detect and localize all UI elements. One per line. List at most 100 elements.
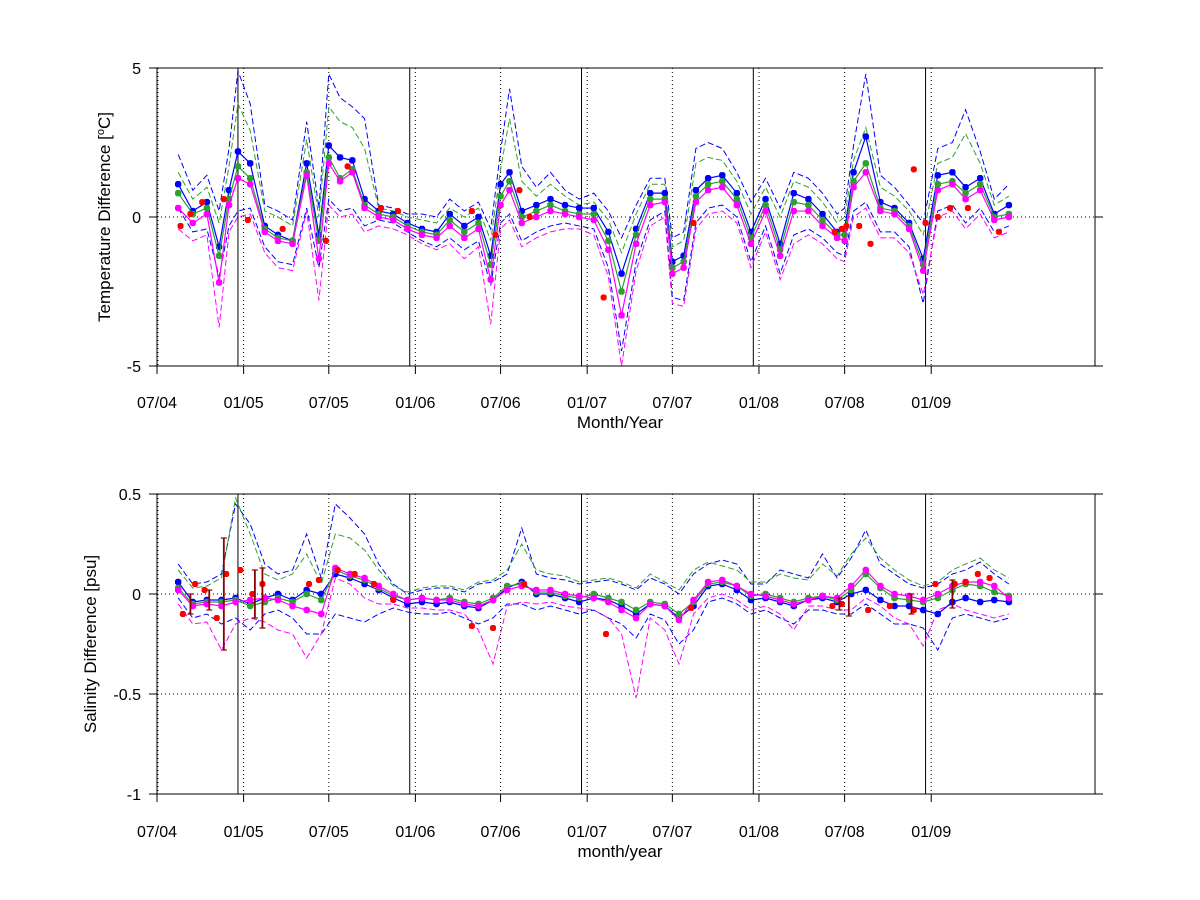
data-point-green bbox=[680, 258, 687, 265]
data-point-blue bbox=[877, 198, 884, 206]
data-point-red bbox=[394, 207, 402, 215]
data-point-magenta bbox=[303, 172, 310, 179]
data-point-magenta bbox=[618, 312, 625, 319]
data-point-magenta bbox=[646, 201, 654, 209]
data-point-blue bbox=[747, 228, 755, 236]
x-tick-label: 07/07 bbox=[652, 395, 692, 412]
data-point-red bbox=[187, 210, 194, 218]
data-point-blue bbox=[332, 570, 339, 578]
data-point-blue bbox=[862, 586, 870, 594]
x-tick-label: 07/08 bbox=[825, 824, 865, 841]
data-point-blue bbox=[234, 148, 242, 155]
data-point-magenta bbox=[833, 234, 841, 242]
data-point-blue bbox=[962, 594, 969, 602]
data-point-green bbox=[506, 177, 513, 185]
data-point-red bbox=[179, 610, 186, 618]
data-point-red bbox=[279, 225, 286, 233]
data-point-magenta bbox=[418, 231, 426, 239]
data-point-magenta bbox=[189, 602, 197, 610]
data-point-red bbox=[489, 624, 497, 632]
envelope-line-magenta bbox=[177, 577, 1010, 699]
data-point-magenta bbox=[819, 592, 826, 600]
data-point-magenta bbox=[962, 195, 969, 203]
data-point-magenta bbox=[215, 279, 223, 286]
data-point-magenta bbox=[174, 204, 182, 212]
data-point-magenta bbox=[850, 183, 857, 191]
data-point-magenta bbox=[680, 264, 687, 271]
data-point-red bbox=[516, 187, 523, 194]
data-point-green bbox=[318, 596, 325, 604]
data-point-magenta bbox=[618, 606, 625, 614]
data-point-magenta bbox=[891, 210, 898, 218]
data-point-red bbox=[377, 204, 385, 212]
data-point-blue bbox=[1005, 201, 1013, 209]
data-point-red bbox=[934, 213, 941, 221]
data-point-red bbox=[305, 580, 313, 588]
x-axis-label: Month/Year bbox=[577, 413, 664, 432]
data-point-magenta bbox=[533, 213, 540, 221]
data-point-green bbox=[632, 231, 640, 239]
data-point-blue bbox=[506, 169, 513, 176]
data-point-blue bbox=[819, 210, 826, 218]
data-point-magenta bbox=[446, 596, 453, 604]
data-point-magenta bbox=[605, 598, 612, 606]
data-point-blue bbox=[680, 252, 687, 259]
data-point-green bbox=[805, 201, 812, 209]
data-point-red bbox=[237, 566, 244, 574]
data-point-magenta bbox=[547, 586, 554, 594]
data-point-magenta bbox=[632, 614, 640, 622]
data-point-blue bbox=[704, 175, 712, 182]
data-point-green bbox=[847, 586, 855, 594]
envelope-line-magenta bbox=[177, 203, 1010, 367]
data-point-green bbox=[618, 598, 625, 606]
data-point-blue bbox=[590, 204, 598, 212]
data-point-green bbox=[934, 594, 942, 602]
data-point-magenta bbox=[404, 596, 411, 604]
data-point-green bbox=[704, 180, 712, 188]
data-point-green bbox=[218, 598, 225, 606]
data-point-green bbox=[315, 237, 323, 245]
data-point-magenta bbox=[289, 602, 296, 610]
data-point-magenta bbox=[461, 234, 468, 242]
data-point-magenta bbox=[862, 566, 870, 574]
data-point-blue bbox=[862, 133, 870, 140]
data-point-magenta bbox=[418, 594, 426, 602]
data-point-blue bbox=[336, 154, 344, 161]
data-point-magenta bbox=[819, 222, 826, 230]
data-point-green bbox=[503, 582, 511, 590]
data-point-blue bbox=[877, 596, 884, 604]
data-point-magenta bbox=[690, 596, 697, 604]
data-point-magenta bbox=[976, 186, 984, 194]
data-point-magenta bbox=[318, 610, 325, 618]
data-point-blue bbox=[461, 222, 468, 230]
data-point-green bbox=[461, 228, 468, 236]
data-point-magenta bbox=[203, 600, 211, 608]
data-point-green bbox=[733, 195, 741, 203]
data-point-magenta bbox=[446, 222, 453, 230]
data-point-magenta bbox=[919, 596, 927, 604]
data-point-red bbox=[690, 219, 697, 227]
data-point-magenta bbox=[174, 586, 182, 594]
x-tick-label: 01/08 bbox=[739, 395, 779, 412]
data-point-green bbox=[632, 606, 640, 614]
data-point-magenta bbox=[790, 207, 798, 215]
data-point-magenta bbox=[805, 207, 812, 215]
data-point-magenta bbox=[433, 596, 440, 604]
data-point-magenta bbox=[692, 198, 700, 206]
data-point-magenta bbox=[747, 590, 755, 598]
y-tick-label: 0 bbox=[132, 587, 141, 604]
data-point-blue bbox=[174, 180, 182, 188]
data-point-red bbox=[922, 219, 929, 227]
data-point-blue bbox=[274, 590, 282, 598]
data-point-magenta bbox=[704, 186, 712, 194]
x-tick-label: 07/08 bbox=[825, 395, 865, 412]
data-point-green bbox=[246, 602, 254, 610]
data-point-blue bbox=[618, 270, 625, 277]
envelope-line-blue bbox=[177, 70, 1010, 240]
data-point-magenta bbox=[847, 582, 855, 590]
data-point-green bbox=[518, 213, 526, 221]
x-tick-label: 01/07 bbox=[567, 395, 607, 412]
x-tick-label: 01/06 bbox=[395, 824, 435, 841]
x-tick-label: 01/06 bbox=[395, 395, 435, 412]
data-point-red bbox=[315, 576, 323, 584]
